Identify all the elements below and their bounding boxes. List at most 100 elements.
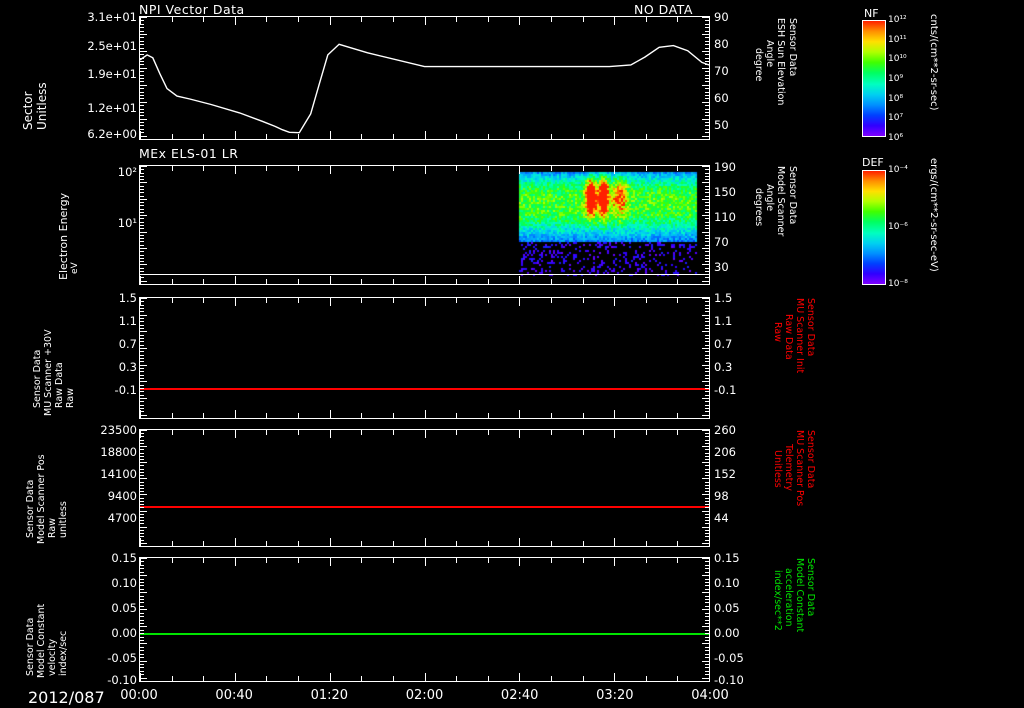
axis-tick-mark — [705, 667, 709, 668]
axis-tick-mark — [140, 92, 144, 93]
axis-tick-mark — [140, 643, 147, 644]
axis-tick-mark — [551, 279, 552, 284]
axis-tick-mark — [551, 134, 552, 139]
colorbar-nf-gradient[interactable] — [862, 20, 886, 137]
axis-tick-mark — [705, 433, 709, 434]
axis-tick-mark — [702, 298, 709, 299]
axis-tick-mark — [614, 673, 615, 681]
axis-tick-mark — [140, 17, 141, 25]
tick: -0.10 — [107, 673, 137, 687]
axis-tick-mark — [705, 225, 709, 226]
axis-tick-mark — [705, 308, 709, 309]
panel-mu-scanner-30v-plot[interactable] — [139, 297, 710, 419]
axis-tick-mark — [709, 131, 710, 139]
panel-electron-energy-plot[interactable] — [139, 165, 710, 285]
axis-tick-mark — [705, 561, 709, 562]
axis-tick-mark — [361, 676, 362, 681]
axis-tick-mark — [140, 361, 144, 362]
model-scanner-pos-trace — [140, 506, 709, 508]
panel-model-constant-velocity-plot[interactable] — [139, 557, 710, 682]
axis-tick-mark — [235, 410, 236, 418]
axis-tick-mark — [702, 575, 709, 576]
axis-tick-mark — [140, 271, 144, 272]
axis-tick-mark — [361, 134, 362, 139]
axis-tick-mark — [705, 530, 709, 531]
axis-tick-mark — [614, 298, 615, 306]
axis-label-line: Angle — [763, 40, 775, 68]
axis-tick-mark — [705, 71, 709, 72]
axis-tick-mark — [330, 673, 331, 681]
axis-tick-mark — [519, 131, 520, 139]
axis-tick-mark — [140, 328, 144, 329]
axis-tick-mark — [266, 676, 267, 681]
axis-tick-mark — [172, 17, 173, 22]
axis-tick-mark — [702, 543, 709, 544]
axis-tick-mark — [705, 179, 709, 180]
axis-label-line: Raw — [47, 518, 58, 538]
axis-tick-mark — [172, 676, 173, 681]
axis-tick-mark — [705, 568, 709, 569]
axis-tick-mark — [140, 88, 144, 89]
axis-tick-mark — [203, 279, 204, 284]
axis-tick-mark — [488, 166, 489, 171]
tick: 70 — [714, 235, 729, 249]
axis-tick-mark — [705, 599, 709, 600]
axis-tick-mark — [140, 298, 147, 299]
panel-model-scanner-pos-plot[interactable] — [139, 429, 710, 547]
xaxis-tick: 04:00 — [691, 688, 729, 703]
tick: 0.00 — [111, 626, 137, 640]
panel-sector-plot[interactable] — [139, 16, 710, 140]
axis-tick-mark — [235, 430, 236, 438]
axis-tick-mark — [361, 558, 362, 563]
axis-tick-mark — [235, 131, 236, 139]
colorbar-tick: 10¹¹ — [888, 34, 907, 45]
axis-tick-mark — [705, 449, 709, 450]
tick: 1.1 — [714, 314, 733, 328]
axis-tick-mark — [519, 430, 520, 438]
axis-tick-mark — [488, 279, 489, 284]
axis-tick-mark — [140, 209, 144, 210]
axis-tick-mark — [140, 192, 144, 193]
axis-tick-mark — [140, 575, 147, 576]
axis-tick-mark — [705, 504, 709, 505]
axis-tick-mark — [705, 311, 709, 312]
axis-tick-mark — [677, 676, 678, 681]
axis-tick-mark — [361, 430, 362, 435]
axis-tick-mark — [705, 405, 709, 406]
axis-tick-mark — [677, 279, 678, 284]
axis-tick-mark — [614, 538, 615, 546]
axis-tick-mark — [140, 418, 144, 419]
axis-tick-mark — [140, 215, 147, 216]
axis-tick-mark — [705, 81, 709, 82]
axis-tick-mark — [140, 258, 144, 259]
axis-tick-mark — [140, 166, 147, 167]
axis-tick-mark — [705, 109, 709, 110]
axis-tick-mark — [705, 318, 709, 319]
axis-tick-mark — [140, 44, 144, 45]
model-constant-velocity-trace — [140, 633, 709, 635]
axis-tick-mark — [702, 315, 709, 316]
axis-tick-mark — [140, 599, 144, 600]
axis-tick-mark — [705, 277, 709, 278]
colorbar-def-gradient[interactable] — [862, 170, 886, 285]
axis-label-line: Sector — [21, 91, 35, 130]
axis-tick-mark — [705, 546, 709, 547]
axis-tick-mark — [646, 17, 647, 22]
axis-tick-mark — [140, 482, 144, 483]
axis-tick-mark — [519, 276, 520, 284]
axis-tick-mark — [705, 98, 709, 99]
axis-tick-mark — [140, 446, 147, 447]
axis-tick-mark — [140, 430, 147, 431]
axis-tick-mark — [140, 335, 144, 336]
axis-tick-mark — [140, 494, 147, 495]
tick: 4700 — [107, 511, 137, 525]
axis-tick-mark — [705, 589, 709, 590]
axis-tick-mark — [702, 592, 709, 593]
axis-tick-mark — [425, 131, 426, 139]
axis-label-line: index/sec**2 — [771, 570, 783, 631]
axis-tick-mark — [488, 413, 489, 418]
axis-tick-mark — [705, 657, 709, 658]
axis-tick-mark — [361, 279, 362, 284]
axis-tick-mark — [140, 536, 144, 537]
axis-tick-mark — [705, 671, 709, 672]
